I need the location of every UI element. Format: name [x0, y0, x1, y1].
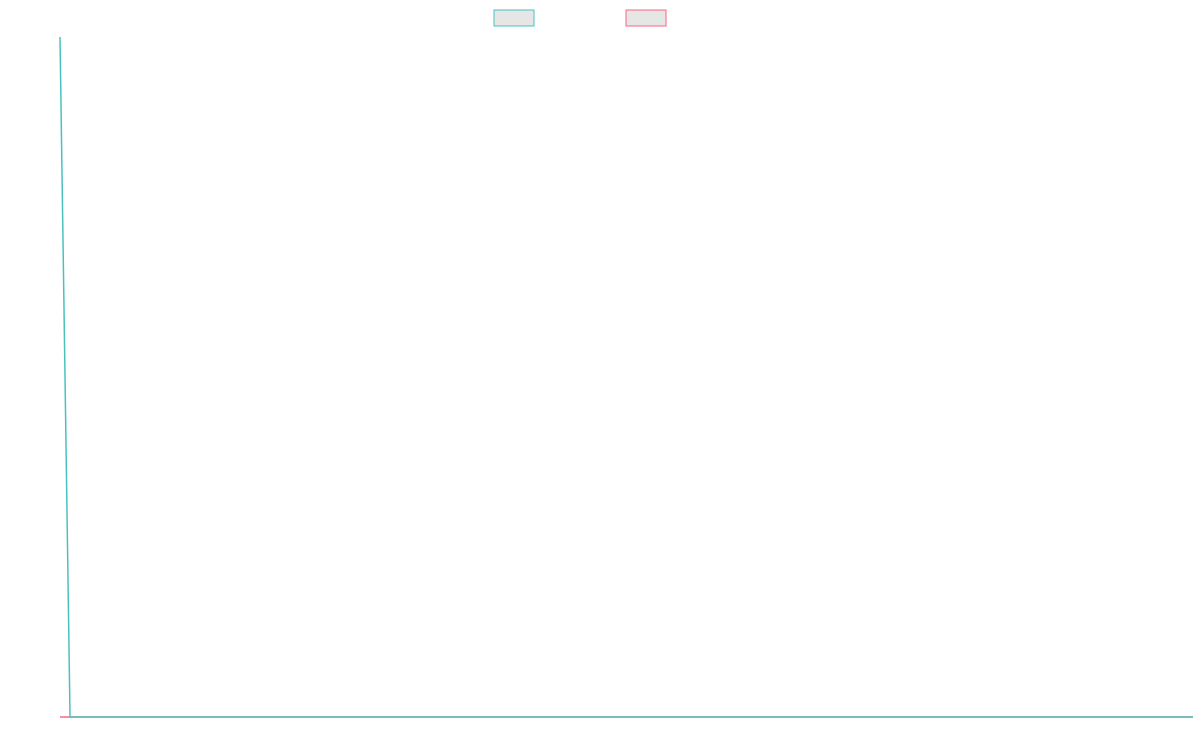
- line-series: [59, 36, 1193, 718]
- legend-swatch: [493, 9, 535, 27]
- legend-swatch: [625, 9, 667, 27]
